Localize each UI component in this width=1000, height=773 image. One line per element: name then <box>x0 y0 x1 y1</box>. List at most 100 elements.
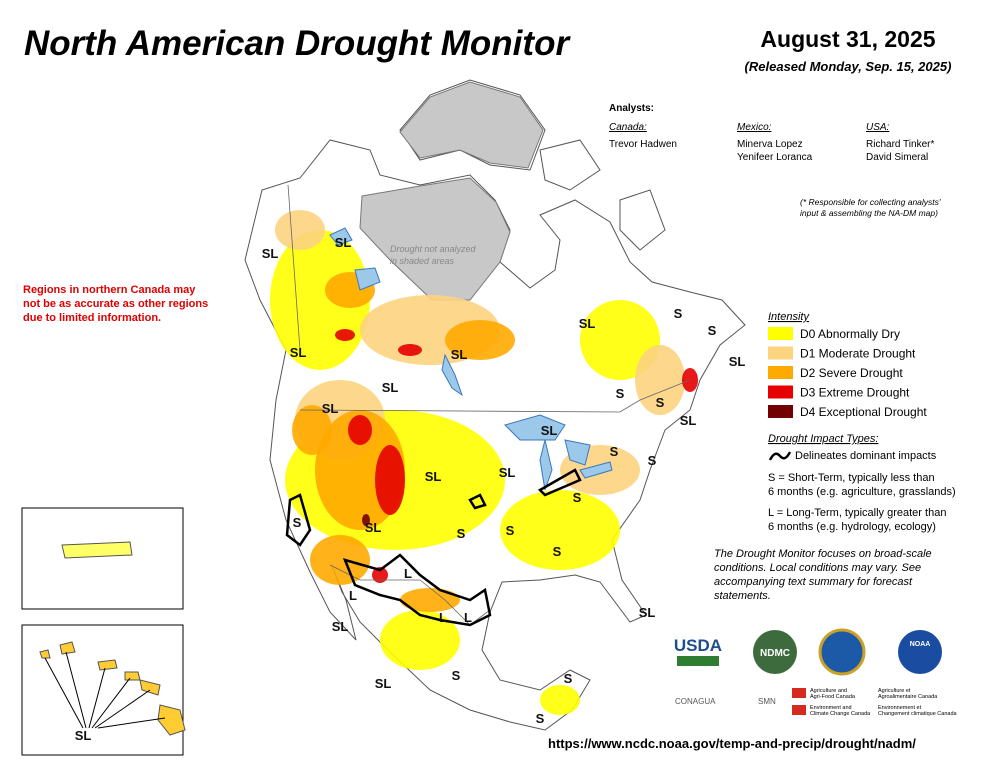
impact-label: SL <box>382 380 399 395</box>
impact-label: SL <box>290 345 307 360</box>
impact-label: L <box>464 610 472 625</box>
impact-label: S <box>648 453 657 468</box>
canada-agency: Agriculture and <box>810 688 847 694</box>
noaa-logo-circle <box>898 630 942 674</box>
impact-label: SL <box>365 520 382 535</box>
impact-label: SL <box>639 605 656 620</box>
impact-label: S <box>536 711 545 726</box>
legend-swatch <box>768 346 793 360</box>
noaa-logo: NOAA <box>910 641 931 648</box>
legend-label: D1 Moderate Drought <box>800 347 916 361</box>
lakes-canada <box>329 227 463 397</box>
title: North American Drought Monitor <box>24 24 571 63</box>
impact-label: S <box>656 395 665 410</box>
drought-area <box>310 535 370 585</box>
canada-agency: Environment and <box>810 705 852 711</box>
shaded-note: in shaded areas <box>390 256 455 266</box>
legend-label: D2 Severe Drought <box>800 366 903 380</box>
impact-line-sample <box>768 451 792 461</box>
legend-swatch <box>768 327 793 340</box>
drought-area <box>540 685 580 715</box>
analysts-country: Mexico: <box>737 122 772 133</box>
ndmc-logo: NDMC <box>760 648 790 659</box>
impact-label: S <box>564 671 573 686</box>
impact-label: SL <box>335 235 352 250</box>
impact-label: SL <box>322 401 339 416</box>
analyst: Richard Tinker* <box>866 139 934 150</box>
conagua-logo: CONAGUA <box>675 697 716 706</box>
warning: not be as accurate as other regions <box>23 298 208 310</box>
analyst: Yenifeer Loranca <box>737 152 813 163</box>
impact-long: 6 months (e.g. hydrology, ecology) <box>768 521 936 533</box>
impact-long: L = Long-Term, typically greater than <box>768 507 946 519</box>
impact-label: L <box>349 588 357 603</box>
great-lakes <box>504 414 613 491</box>
analyst: Minerva Lopez <box>737 139 803 150</box>
analysts-heading: Analysts: <box>609 103 654 114</box>
legend-title: Intensity <box>768 311 810 323</box>
drought-area <box>292 405 332 455</box>
drought-area <box>348 415 372 445</box>
puerto-rico <box>61 541 133 559</box>
impact-label: SL <box>75 728 92 743</box>
date: August 31, 2025 <box>760 26 935 52</box>
drought-area <box>400 588 460 612</box>
impact-label: SL <box>425 469 442 484</box>
impact-label: SL <box>579 316 596 331</box>
impact-short: 6 months (e.g. agriculture, grasslands) <box>768 486 956 498</box>
usda-logo: USDA <box>674 636 722 655</box>
logos: USDA NDMC NOAA CONAGUA SMN Agriculture a… <box>674 628 958 717</box>
impact-label: S <box>452 668 461 683</box>
drought-area <box>398 344 422 356</box>
impact-label: S <box>708 323 717 338</box>
canada-flag <box>792 688 806 698</box>
impact-label: SL <box>375 676 392 691</box>
legend-swatch <box>768 385 793 399</box>
analysts-country: USA: <box>866 122 890 133</box>
impact-short: S = Short-Term, typically less than <box>768 472 935 484</box>
impact-line-label: Delineates dominant impacts <box>795 450 937 462</box>
impact-label: SL <box>262 246 279 261</box>
impact-label: L <box>404 566 412 581</box>
disclaimer: accompanying text summary for forecast <box>714 576 913 588</box>
impact-label: S <box>674 306 683 321</box>
smn-logo: SMN <box>758 697 776 706</box>
impact-label: SL <box>729 354 746 369</box>
legend: D0 Abnormally Dry D1 Moderate Drought D2 S… <box>768 327 927 419</box>
disclaimer: statements. <box>714 590 771 602</box>
usda-seal <box>818 628 866 676</box>
disclaimer: The Drought Monitor focuses on broad-sca… <box>714 548 932 560</box>
canada-agency: Environnement et <box>878 705 922 711</box>
url: https://www.ncdc.noaa.gov/temp-and-preci… <box>548 736 916 751</box>
impact-label: S <box>457 526 466 541</box>
drought-area <box>500 490 620 570</box>
impact-label: S <box>610 444 619 459</box>
analysts-note: input & assembling the NA-DM map) <box>800 208 938 218</box>
warning: Regions in northern Canada may <box>23 284 196 296</box>
unanalyzed-area <box>359 81 544 301</box>
usda-logo-band <box>677 656 719 666</box>
legend-swatch <box>768 405 793 418</box>
canada-flag <box>792 705 806 715</box>
hawaii-pointers <box>44 651 166 729</box>
canada-agency: Agri-Food Canada <box>810 694 856 700</box>
analyst: Trevor Hadwen <box>609 139 677 150</box>
canada-agency: Agriculture et <box>878 688 911 694</box>
hawaii-islands <box>39 641 186 736</box>
impacts-title: Drought Impact Types: <box>768 433 878 445</box>
impact-label: S <box>506 523 515 538</box>
legend-label: D4 Exceptional Drought <box>800 405 927 419</box>
drought-area <box>375 445 405 515</box>
impact-label: SL <box>541 423 558 438</box>
release-date: (Released Monday, Sep. 15, 2025) <box>745 59 952 74</box>
drought-area <box>335 329 355 341</box>
impact-label: S <box>553 544 562 559</box>
impact-label: S <box>293 515 302 530</box>
disclaimer: conditions. Local conditions may vary. S… <box>714 562 921 574</box>
analyst: David Simeral <box>866 152 928 163</box>
ndmc-logo-circle <box>753 630 797 674</box>
legend-swatch <box>768 366 793 379</box>
drought-area <box>635 345 685 415</box>
